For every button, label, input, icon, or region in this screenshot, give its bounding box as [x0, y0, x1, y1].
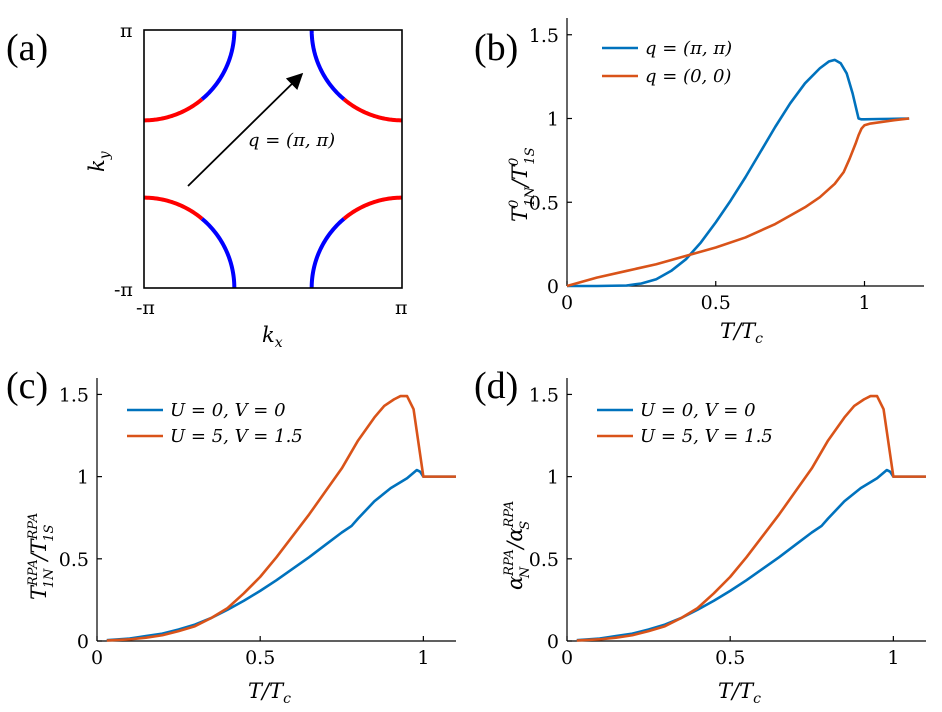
- x-tick-label-d-2: 1: [887, 647, 899, 669]
- svg-text:T/Tc: T/Tc: [720, 319, 763, 347]
- y-tick-label-d-0: 0: [547, 631, 559, 653]
- y-tick-label-c-0: 0: [77, 631, 89, 653]
- svg-text:αRPAN/αRPAS: αRPAN/αRPAS: [502, 501, 533, 590]
- x-axis-label-c: T/Tc: [248, 679, 291, 707]
- y-tick-label-b-2: 1: [547, 109, 559, 131]
- legend-label-b-1: q = (0, 0): [645, 66, 731, 87]
- plot-d: 0 0.5 1 0 0.5 1 1.5 U = 0, V = 0 U = 5, V = 1.5: [529, 378, 926, 669]
- y-tick-label-c-1: 0.5: [59, 549, 89, 571]
- y-axis-label-d: αRPAN/αRPAS: [502, 501, 533, 590]
- x-tick-label-d-0: 0: [561, 647, 573, 669]
- x-axis-label-a: kx: [262, 323, 283, 351]
- arc-blue-0: [200, 29, 237, 101]
- y-axis-label-c: TRPA1N/TRPA1S: [26, 513, 57, 600]
- y-tick-label-c-2: 1: [77, 467, 89, 489]
- panel-label-d: (d): [474, 365, 518, 407]
- panel-c: (c) 0 0.5 1 0 0.5 1 1.5 U = 0, V = 0 U = 5, V = …: [6, 365, 456, 707]
- x-tick-label-c-0: 0: [91, 647, 103, 669]
- y-tick-label-a-top: π: [120, 20, 133, 42]
- arc-red-2: [143, 195, 204, 221]
- svg-text:kx: kx: [262, 323, 283, 351]
- panel-label-a: (a): [6, 27, 48, 69]
- x-tick-label-c-2: 1: [417, 647, 429, 669]
- series-line-d-1: [576, 394, 926, 642]
- panel-label-b: (b): [474, 27, 518, 69]
- legend-label-b-0: q = (π, π): [645, 38, 732, 59]
- y-tick-label-b-1: 0.5: [529, 192, 559, 214]
- x-tick-label-b-1: 0.5: [701, 292, 731, 314]
- panel-label-c: (c): [6, 365, 48, 407]
- series-line-b-0: [567, 58, 910, 288]
- y-tick-label-b-3: 1.5: [529, 25, 559, 47]
- x-tick-label-a-left: -π: [136, 297, 155, 319]
- arc-blue-1: [309, 29, 346, 101]
- q-vector-annotation: q = (π, π): [248, 130, 335, 151]
- plot-c: 0 0.5 1 0 0.5 1 1.5 U = 0, V = 0 U = 5, V = 1.5: [59, 378, 456, 669]
- q-vector-arrow: [187, 72, 304, 187]
- arc-blue-2: [200, 217, 237, 289]
- arc-red-1: [342, 97, 403, 123]
- y-tick-label-a-bottom: -π: [114, 279, 133, 301]
- svg-text:TRPA1N/TRPA1S: TRPA1N/TRPA1S: [26, 513, 57, 600]
- arc-blue-3: [309, 217, 346, 289]
- y-tick-label-d-2: 1: [547, 467, 559, 489]
- x-tick-label-a-right: π: [395, 297, 408, 319]
- y-tick-label-d-3: 1.5: [529, 384, 559, 406]
- svg-text:ky: ky: [85, 150, 113, 172]
- legend-label-c-1: U = 5, V = 1.5: [170, 426, 303, 447]
- x-tick-label-b-0: 0: [561, 292, 573, 314]
- arc-red-0: [143, 97, 204, 123]
- fermi-surface-arcs: [143, 29, 403, 289]
- series-line-c-0: [106, 468, 456, 642]
- panel-d: (d) 0 0.5 1 0 0.5 1 1.5 U = 0, V = 0 U = 5, V = …: [474, 365, 926, 707]
- legend-label-d-0: U = 0, V = 0: [640, 400, 756, 421]
- plot-b: 0 0.5 1 0 0.5 1 1.5 q = (π, π) q = (0, 0): [529, 18, 924, 314]
- x-tick-label-c-1: 0.5: [245, 647, 275, 669]
- panel-a: (a) q = (π, π) π -π -π π kx ky: [6, 20, 408, 351]
- x-axis-label-b: T/Tc: [720, 319, 763, 347]
- x-tick-label-d-1: 0.5: [715, 647, 745, 669]
- x-axis-label-d: T/Tc: [718, 679, 761, 707]
- plot-frame-a: [143, 29, 403, 289]
- series-line-b-1: [566, 117, 910, 288]
- y-tick-label-b-0: 0: [547, 276, 559, 298]
- svg-text:T/Tc: T/Tc: [248, 679, 291, 707]
- series-line-d-0: [576, 468, 926, 642]
- y-tick-label-d-1: 0.5: [529, 549, 559, 571]
- x-tick-label-b-2: 1: [858, 292, 870, 314]
- svg-text:T/Tc: T/Tc: [718, 679, 761, 707]
- panel-b: (b) 0 0.5 1 0 0.5 1 1.5 q = (π, π) q = (0, 0) T/…: [474, 18, 924, 347]
- y-axis-label-a: ky: [85, 150, 113, 172]
- legend-label-c-0: U = 0, V = 0: [170, 400, 286, 421]
- y-tick-label-c-3: 1.5: [59, 384, 89, 406]
- arc-red-3: [342, 195, 403, 221]
- legend-label-d-1: U = 5, V = 1.5: [640, 426, 773, 447]
- series-line-c-1: [106, 394, 456, 642]
